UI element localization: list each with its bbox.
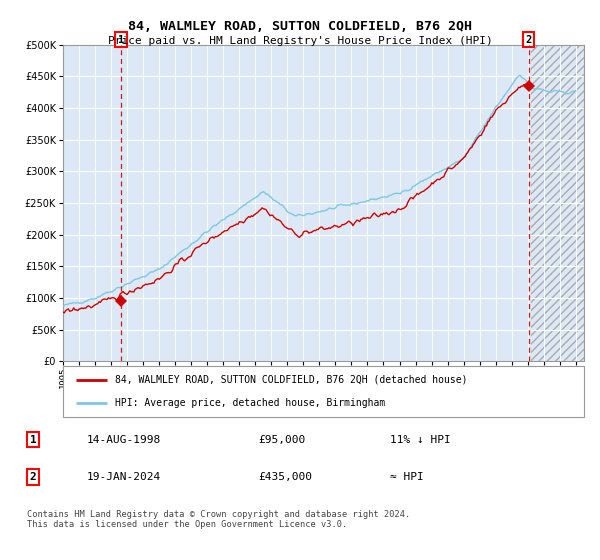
Text: 19-JAN-2024: 19-JAN-2024 — [87, 472, 161, 482]
Text: 11% ↓ HPI: 11% ↓ HPI — [390, 435, 451, 445]
Text: Contains HM Land Registry data © Crown copyright and database right 2024.
This d: Contains HM Land Registry data © Crown c… — [27, 510, 410, 529]
Text: 2: 2 — [29, 472, 37, 482]
Text: 84, WALMLEY ROAD, SUTTON COLDFIELD, B76 2QH: 84, WALMLEY ROAD, SUTTON COLDFIELD, B76 … — [128, 20, 472, 32]
Text: HPI: Average price, detached house, Birmingham: HPI: Average price, detached house, Birm… — [115, 398, 385, 408]
Text: 14-AUG-1998: 14-AUG-1998 — [87, 435, 161, 445]
Text: 1: 1 — [29, 435, 37, 445]
FancyBboxPatch shape — [63, 366, 584, 417]
Text: ≈ HPI: ≈ HPI — [390, 472, 424, 482]
Text: £95,000: £95,000 — [258, 435, 305, 445]
Text: 84, WALMLEY ROAD, SUTTON COLDFIELD, B76 2QH (detached house): 84, WALMLEY ROAD, SUTTON COLDFIELD, B76 … — [115, 375, 467, 385]
Text: £435,000: £435,000 — [258, 472, 312, 482]
Text: 1: 1 — [118, 35, 124, 45]
Text: 2: 2 — [526, 35, 532, 45]
Bar — [531, 45, 584, 361]
Text: Price paid vs. HM Land Registry's House Price Index (HPI): Price paid vs. HM Land Registry's House … — [107, 36, 493, 46]
